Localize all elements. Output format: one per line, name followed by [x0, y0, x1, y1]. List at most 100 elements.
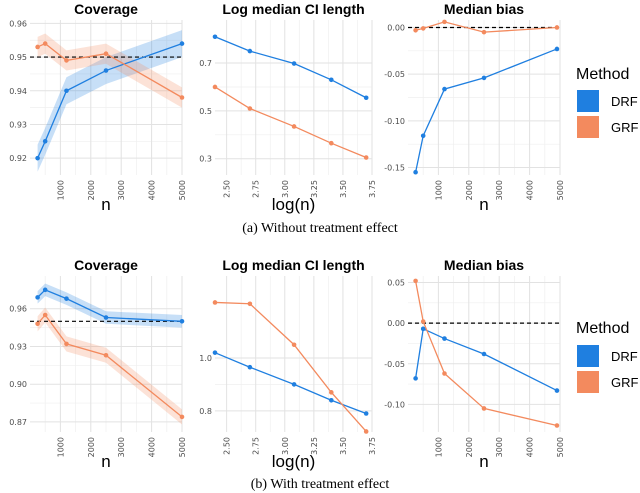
panel-4-point-drf	[103, 315, 109, 320]
panel-5-xtick-label: 3.75	[368, 437, 377, 455]
panel-5-point-drf	[291, 382, 297, 387]
panel-3-ytick-label: -0.15	[384, 164, 405, 173]
panel-5-xtick-label: 3.00	[281, 437, 290, 455]
panel-3-point-drf	[420, 133, 426, 139]
panel-4-xtick-label: 4000	[148, 437, 157, 457]
panel-3-xtick-label: 3000	[495, 180, 504, 200]
panel-6-line-drf	[414, 327, 558, 392]
panel-5-title: Log median CI length	[222, 257, 364, 273]
panel-1-point-grf	[103, 51, 109, 56]
panel-3-xtick-label: 1000	[434, 180, 443, 200]
legend-swatch-grf	[577, 371, 599, 393]
panel-4-xlabel: n	[101, 452, 110, 471]
panel-1-ytick-label: 0.93	[9, 120, 27, 129]
panel-3-point-grf	[420, 26, 426, 31]
panel-3-point-grf	[481, 29, 487, 35]
panel-5-line-drf	[214, 352, 367, 415]
panel-2-xtick-label: 3.75	[368, 180, 377, 198]
panel-1-point-grf	[42, 41, 48, 46]
panel-2-xlabel: log(n)	[272, 195, 315, 214]
panel-1-point-grf	[179, 95, 185, 100]
panel-6-xtick-label: 3000	[495, 437, 504, 457]
panel-2-xtick-label: 3.00	[281, 180, 290, 198]
panel-5-xtick-label: 2.75	[252, 437, 261, 455]
panel-6-ytick-label: -0.10	[384, 400, 405, 409]
panel-3-title: Median bias	[444, 1, 524, 17]
panel-4-xtick-label: 3000	[117, 437, 126, 457]
panel-4: Coverage 0.87 0.90 0.93 0.96 1000 2000 3000 4000…	[9, 257, 187, 471]
panel-4-point-drf	[64, 296, 69, 301]
panel-6-ytick-label: 0.00	[387, 319, 405, 328]
panel-2-point-drf	[291, 61, 297, 66]
panel-5-xtick-label: 3.50	[339, 437, 348, 455]
panel-1: Coverage 0.92 0.93 0.94 0.95 0.96 1000 2000 3000…	[9, 1, 187, 214]
legend-bottom: Method DRF GRF	[576, 320, 639, 393]
panel-2-ytick-label: 0.7	[199, 59, 212, 68]
panel-3-point-drf	[442, 86, 447, 92]
panel-4-title: Coverage	[74, 257, 138, 273]
panel-4-point-grf	[103, 352, 109, 358]
panel-5-ytick-label: 0.8	[199, 407, 212, 416]
panel-2-point-grf	[291, 124, 297, 129]
panel-6-ytick-label: -0.05	[384, 360, 405, 369]
panel-6-xtick-label: 5000	[556, 437, 565, 457]
panel-2-point-drf	[212, 34, 218, 40]
panel-3-point-grf	[413, 27, 418, 33]
panel-4-band-grf	[37, 307, 182, 425]
panel-1-point-drf	[179, 41, 185, 46]
panels: Coverage 0.92 0.93 0.94 0.95 0.96 1000 2000 3000…	[9, 1, 565, 471]
panel-6-xlabel: n	[479, 452, 488, 471]
panel-1-point-drf	[35, 155, 40, 161]
panel-5-point-drf	[328, 397, 334, 403]
panel-2-xtick-label: 3.50	[339, 180, 348, 198]
panel-6-point-drf	[554, 388, 560, 393]
panel-5-point-grf	[363, 429, 369, 434]
panel-5-point-grf	[328, 390, 334, 395]
panel-6: Median bias 0.05 0.00 -0.05 -0.10 1000 2000 300…	[384, 257, 565, 471]
panel-3-point-grf	[442, 19, 447, 25]
panel-5-point-drf	[363, 411, 369, 416]
panel-4-ytick-label: 0.87	[9, 418, 27, 427]
panel-3-point-drf	[554, 46, 560, 52]
panel-1-xlabel: n	[101, 195, 110, 214]
panel-1-xtick-label: 4000	[148, 180, 157, 200]
panel-6-ytick-label: 0.05	[387, 279, 405, 288]
panel-2-xtick-label: 2.50	[223, 180, 232, 198]
panel-2-xtick-label: 3.25	[310, 180, 319, 198]
panel-3-ytick-label: -0.10	[384, 117, 405, 126]
panel-1-ytick-label: 0.96	[9, 19, 27, 28]
panel-1-point-grf	[35, 44, 40, 50]
panel-4-ytick-label: 0.96	[9, 305, 27, 314]
panel-6-title: Median bias	[444, 257, 524, 273]
panel-3-xlabel: n	[479, 195, 488, 214]
panel-6-xtick-label: 2000	[465, 437, 474, 457]
legend-title: Method	[576, 66, 629, 83]
panel-6-point-grf	[481, 406, 487, 411]
panel-2-ytick-label: 0.3	[199, 155, 212, 164]
panel-5-xlabel: log(n)	[272, 452, 315, 471]
panel-6-point-grf	[413, 278, 418, 284]
panel-1-point-grf	[64, 58, 69, 63]
panel-2-line-grf	[214, 86, 367, 159]
panel-3-ytick-label: -0.05	[384, 70, 405, 79]
panel-1-xtick-label: 1000	[56, 180, 65, 200]
panel-3-point-drf	[413, 169, 418, 175]
panel-5-point-drf	[247, 364, 253, 370]
panel-5-point-grf	[291, 342, 297, 348]
panel-2-line-drf	[214, 36, 367, 99]
panel-1-ytick-label: 0.94	[9, 87, 27, 96]
panel-2-point-drf	[363, 95, 369, 101]
panel-5-point-grf	[212, 300, 218, 305]
panel-4-xtick-label: 1000	[56, 437, 65, 457]
panel-2-point-grf	[328, 140, 334, 146]
panel-4-xtick-label: 5000	[178, 437, 187, 457]
legend-swatch-grf	[577, 116, 599, 138]
panel-2: Log median CI length 0.3 0.5 0.7 2.50 2.75 3.0…	[199, 1, 377, 214]
panel-2-point-grf	[363, 155, 369, 160]
legend-title: Method	[576, 320, 629, 337]
legend-label-grf: GRF	[611, 120, 639, 135]
panel-6-xtick-label: 4000	[526, 437, 535, 457]
legend-label-drf: DRF	[611, 349, 638, 364]
panel-6-point-grf	[420, 319, 426, 324]
